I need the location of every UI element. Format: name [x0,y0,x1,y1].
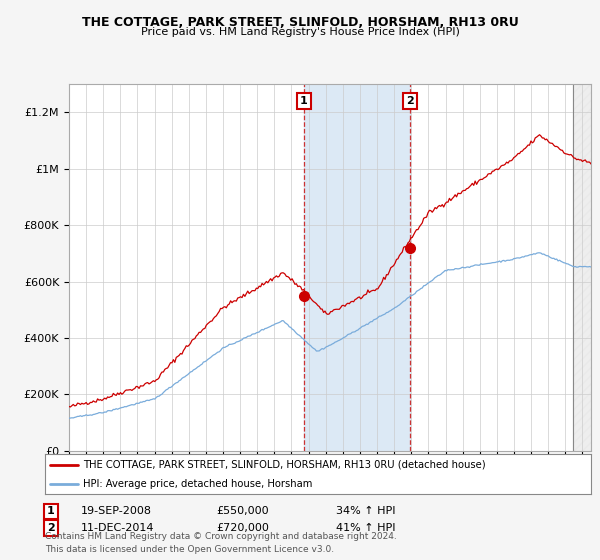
Text: HPI: Average price, detached house, Horsham: HPI: Average price, detached house, Hors… [83,479,313,489]
Text: THE COTTAGE, PARK STREET, SLINFOLD, HORSHAM, RH13 0RU (detached house): THE COTTAGE, PARK STREET, SLINFOLD, HORS… [83,460,486,470]
Text: 1: 1 [300,96,308,106]
Text: Price paid vs. HM Land Registry's House Price Index (HPI): Price paid vs. HM Land Registry's House … [140,27,460,37]
Text: 41% ↑ HPI: 41% ↑ HPI [336,523,395,533]
Text: Contains HM Land Registry data © Crown copyright and database right 2024.: Contains HM Land Registry data © Crown c… [45,532,397,541]
Text: £550,000: £550,000 [216,506,269,516]
Text: 2: 2 [47,523,55,533]
Text: 19-SEP-2008: 19-SEP-2008 [81,506,152,516]
Text: £720,000: £720,000 [216,523,269,533]
Text: 2: 2 [406,96,414,106]
Text: 11-DEC-2014: 11-DEC-2014 [81,523,155,533]
Text: 1: 1 [47,506,55,516]
Bar [572,84,591,451]
Text: This data is licensed under the Open Government Licence v3.0.: This data is licensed under the Open Gov… [45,545,334,554]
Text: THE COTTAGE, PARK STREET, SLINFOLD, HORSHAM, RH13 0RU: THE COTTAGE, PARK STREET, SLINFOLD, HORS… [82,16,518,29]
Bar [304,84,410,451]
Text: 34% ↑ HPI: 34% ↑ HPI [336,506,395,516]
